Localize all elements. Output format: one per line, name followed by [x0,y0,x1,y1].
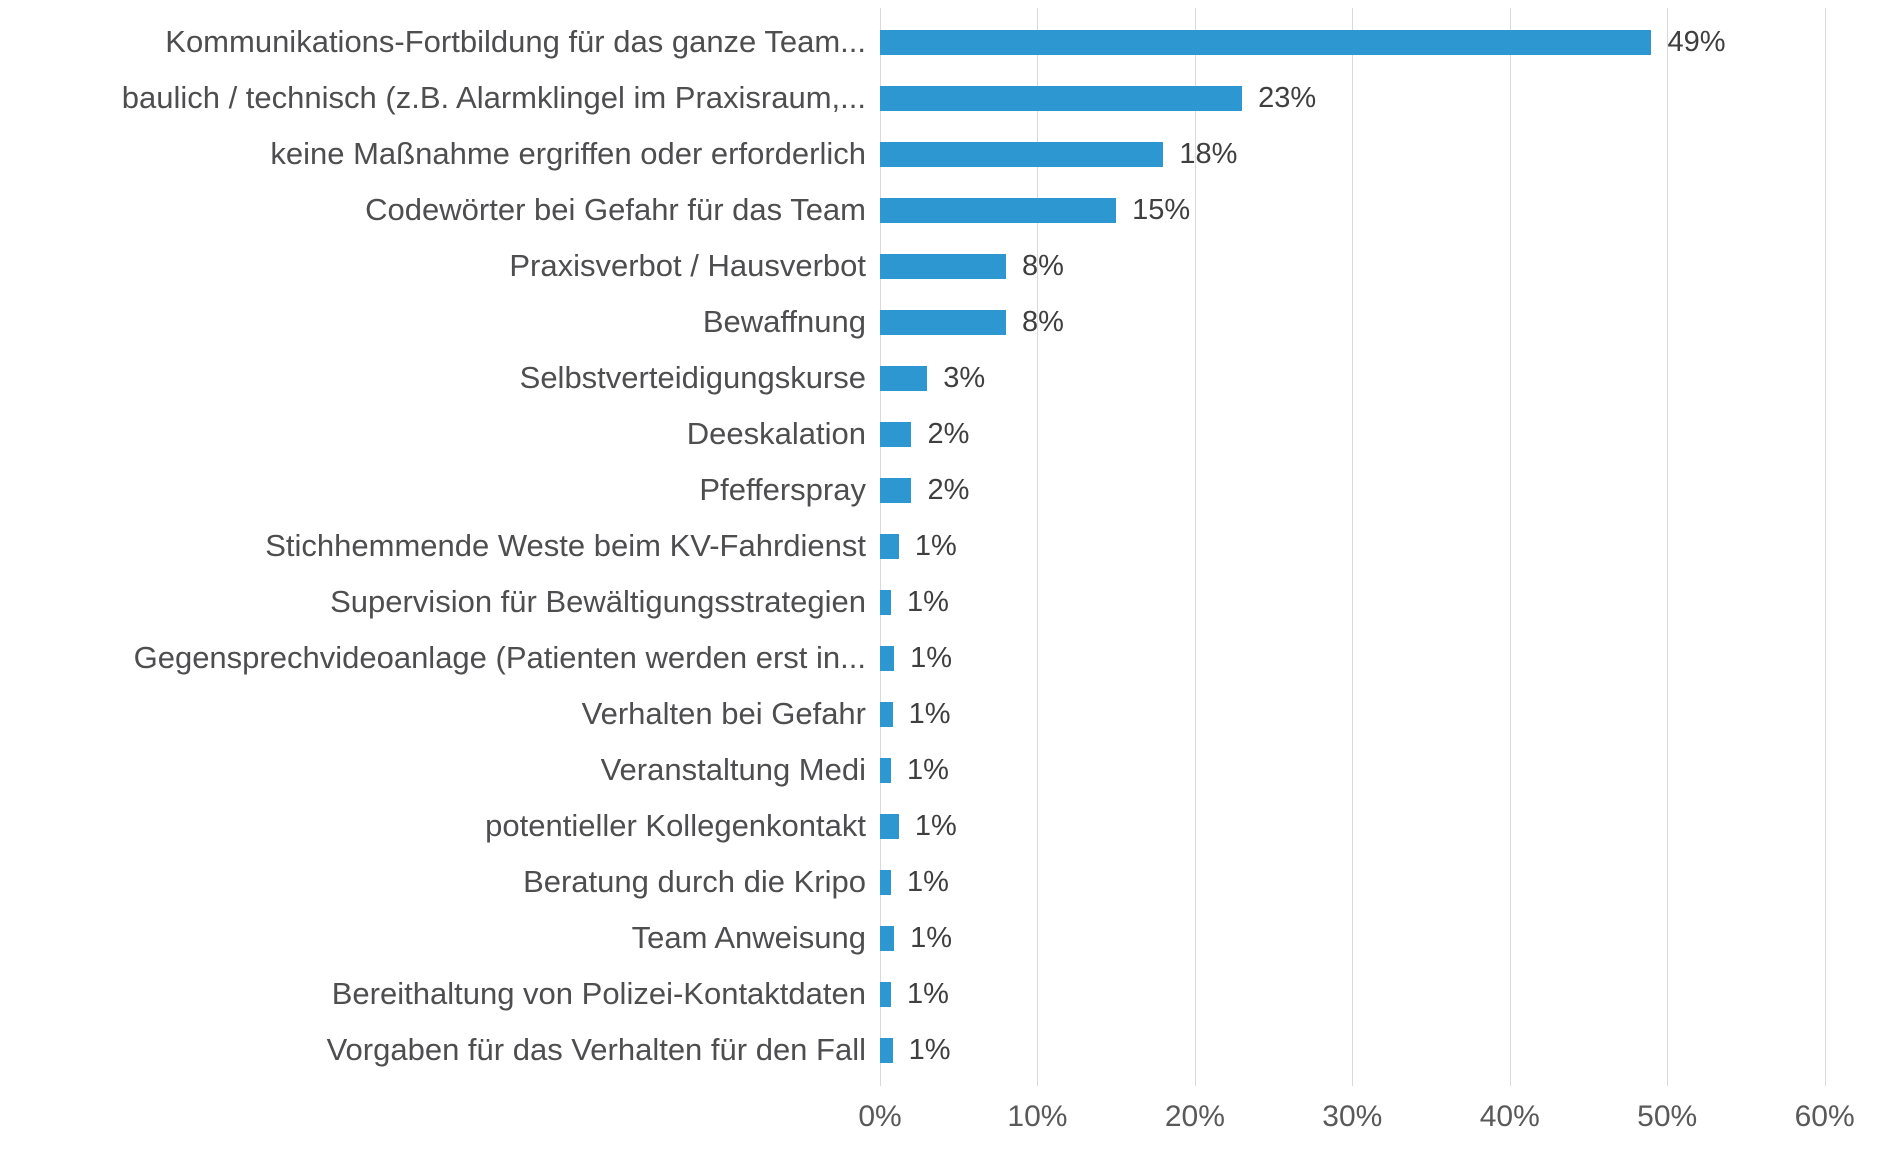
value-label: 8% [1021,249,1064,282]
bar [880,925,895,951]
value-label: 2% [927,473,970,506]
value-label: 2% [927,417,970,450]
bar [880,421,912,447]
bar-row: 18% [880,126,1864,182]
value-label: 49% [1667,25,1726,58]
gridline [1667,8,1669,1086]
value-label: 8% [1021,305,1064,338]
value-label: 1% [910,921,953,954]
bar-row: 2% [880,406,1864,462]
bar-row: 8% [880,294,1864,350]
bar [880,701,893,727]
x-tick-label: 10% [1007,1100,1068,1133]
value-label: 1% [908,697,951,730]
bars-layer: 49% 23% 18% 15% 8% 8% 3% 2% 2% 1% 1% 1% 1% 1% 1% 1% 1% 1%… [880,14,1864,1078]
x-tick-label: 40% [1479,1100,1540,1133]
category-labels-column: Kommunikations-Fortbildung für das ganze… [0,14,880,1152]
bar-row: 2% [880,462,1864,518]
bar [880,981,892,1007]
plot-column: 49% 23% 18% 15% 8% 8% 3% 2% 2% 1% 1% 1% 1% 1% 1% 1% 1% 1%… [858,8,1900,1152]
bar-row: 1% [880,798,1864,854]
value-label: 1% [910,641,953,674]
value-label: 1% [908,1033,951,1066]
x-tick-label: 60% [1794,1100,1855,1133]
category-label: Deeskalation [686,416,866,451]
bar-row: 8% [880,238,1864,294]
bar [880,869,892,895]
bar [880,477,912,503]
bar [880,253,1006,279]
category-label: potentieller Kollegenkontakt [485,808,866,843]
category-label: Supervision für Bewältigungsstrategien [330,584,866,619]
bar-row: 1% [880,966,1864,1022]
gridline [1037,8,1039,1086]
bar-row: 1% [880,630,1864,686]
category-label: Veranstaltung Medi [600,752,866,787]
x-tick-label: 50% [1637,1100,1698,1133]
value-label: 1% [907,977,949,1010]
plot-area: 49% 23% 18% 15% 8% 8% 3% 2% 2% 1% 1% 1% 1% 1% 1% 1% 1% 1%… [880,8,1864,1086]
gridline [1194,8,1196,1086]
bar-row: 23% [880,70,1864,126]
category-label: keine Maßnahme ergriffen oder erforderli… [270,136,866,171]
value-label: 23% [1258,81,1317,114]
category-label: Kommunikations-Fortbildung für das ganze… [165,24,866,59]
bar-row: 1% [880,574,1864,630]
bar-row: 1% [880,518,1864,574]
category-label: Bewaffnung [702,304,866,339]
bar-row: 1% [880,854,1864,910]
category-label: Selbstverteidigungskurse [519,360,866,395]
value-label: 1% [907,585,949,618]
x-tick-label: 0% [858,1100,902,1133]
bar [880,309,1006,335]
bar [880,29,1652,55]
category-label: Praxisverbot / Hausverbot [509,248,866,283]
value-label: 15% [1132,193,1191,226]
bar-row: 1% [880,910,1864,966]
gridline [1352,8,1354,1086]
bar [880,645,895,671]
value-label: 1% [907,753,949,786]
category-label: Codewörter bei Gefahr für das Team [365,192,866,227]
category-label: Pfefferspray [699,472,866,507]
value-label: 3% [943,361,986,394]
bar [880,589,892,615]
bar [880,197,1117,223]
category-label: Stichhemmende Weste beim KV-Fahrdienst [265,528,866,563]
value-label: 1% [907,865,949,898]
bar [880,813,899,839]
category-label: Vorgaben für das Verhalten für den Fall [326,1032,866,1067]
value-label: 1% [914,529,957,562]
value-label: 1% [914,809,957,842]
bar [880,365,928,391]
x-tick-label: 30% [1322,1100,1383,1133]
bar-row: 1% [880,1022,1864,1078]
value-label: 18% [1179,137,1238,170]
bar-row: 1% [880,686,1864,742]
x-axis: 0% 10% 20% 30% 40% 50% 60% [858,1094,1864,1152]
category-label: Gegensprechvideoanlage (Patienten werden… [133,640,866,675]
category-label: Verhalten bei Gefahr [581,696,866,731]
category-label: baulich / technisch (z.B. Alarmklingel i… [121,80,866,115]
bar-row: 49% [880,14,1864,70]
bar [880,533,899,559]
bar [880,141,1164,167]
gridline [1824,8,1826,1086]
category-label: Beratung durch die Kripo [523,864,866,899]
bar [880,757,892,783]
category-label: Team Anweisung [631,920,866,955]
bar-row: 3% [880,350,1864,406]
bar [880,85,1243,111]
category-label: Bereithaltung von Polizei-Kontaktdaten [331,976,866,1011]
bar-row: 15% [880,182,1864,238]
gridline [1509,8,1511,1086]
x-tick-label: 20% [1164,1100,1225,1133]
bar [880,1037,893,1063]
bar-row: 1% [880,742,1864,798]
